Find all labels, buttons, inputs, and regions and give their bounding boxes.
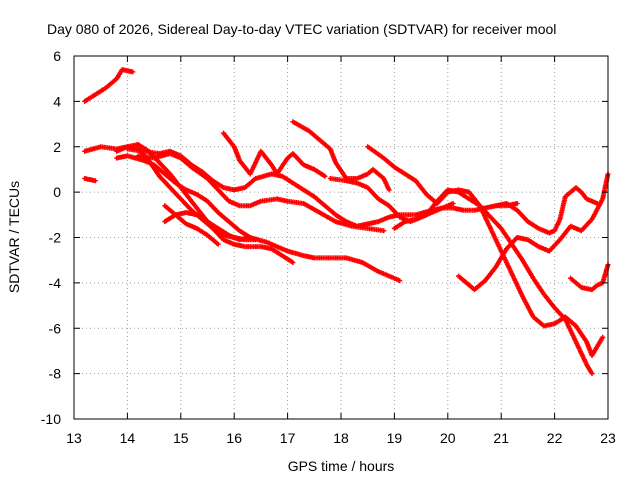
y-tick-label: -4 [49,275,62,291]
y-axis-label: SDTVAR / TECUs [6,181,22,293]
series-track-3 [82,144,259,243]
series-track-7 [135,151,387,234]
x-tick-label: 16 [226,430,242,446]
y-tick-label: -2 [49,230,62,246]
x-tick-label: 22 [547,430,563,446]
series-track-11 [290,119,392,193]
data-point-marker [92,178,98,184]
series-track-1 [82,67,136,104]
series-track-2 [82,176,98,184]
series-track-10 [221,130,328,179]
data-point-marker [322,173,328,179]
x-tick-label: 21 [493,430,509,446]
x-tick-label: 15 [173,430,189,446]
x-axis-label: GPS time / hours [288,458,395,474]
data-point-marker [600,334,606,340]
chart-title: Day 080 of 2026, Sidereal Day-to-day VTE… [47,21,556,37]
y-tick-label: -6 [49,320,62,336]
data-point-marker [386,187,392,193]
data-point-marker [589,371,595,377]
x-tick-label: 20 [440,430,456,446]
y-tick-label: 0 [53,184,61,200]
y-tick-label: -8 [49,366,62,382]
data-point-marker [130,69,136,75]
series-track-16 [493,185,600,236]
y-tick-label: 2 [53,139,61,155]
x-tick-label: 18 [333,430,349,446]
series-track-17 [568,262,611,293]
x-tick-label: 19 [387,430,403,446]
series-track-9 [162,203,221,247]
series-track-13 [365,144,606,358]
series-track-14 [391,187,595,377]
data-point-marker [450,201,456,206]
y-tick-label: 4 [53,93,61,109]
data-point-marker [215,241,221,247]
data-point-marker [594,201,600,206]
x-tick-label: 13 [66,430,82,446]
data-point-marker [397,278,403,284]
data-point-marker [290,260,296,265]
x-tick-label: 17 [280,430,296,446]
series-track-8 [162,210,253,243]
x-tick-label: 23 [600,430,616,446]
data-point-marker [381,228,387,234]
y-tick-label: -10 [41,411,61,427]
series-layer [82,67,611,377]
tick-layer: 13 14 15 16 17 18 19 20 21 22 23 -10 -8 -6 -4 -2 0 2 4 6 [41,48,616,446]
x-tick-label: 14 [120,430,136,446]
data-point-marker [514,201,520,206]
y-tick-label: 6 [53,48,61,64]
series-track-15 [456,171,611,293]
series-track-5 [114,153,403,284]
data-point-marker [247,235,253,240]
